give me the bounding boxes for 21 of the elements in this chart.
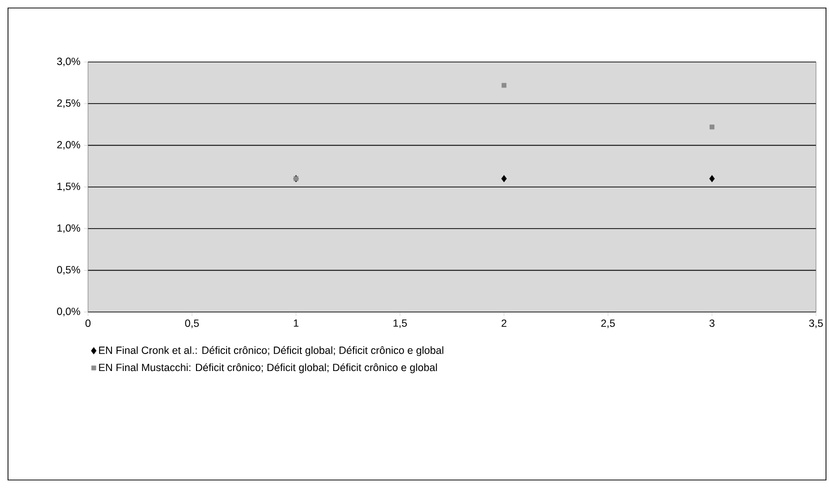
- y-tick-label: 0,5%: [57, 266, 80, 275]
- point: [709, 175, 715, 182]
- x-tick-label: 2,5: [601, 319, 615, 328]
- y-tick-label: 2,0%: [57, 141, 80, 150]
- x-tick-label: 1,5: [394, 320, 407, 328]
- y-tick-label: 1,0%: [57, 224, 80, 233]
- legend-label: EN Final Cronk et al.: Déficit crônico; Déficit global; Déficit crônico e global: [99, 346, 444, 356]
- y-tick-label: 2,5%: [57, 99, 80, 108]
- y-tick-label: 3,0%: [57, 58, 80, 66]
- legend-label: EN Final Mustacchi: Déficit crônico; Déficit global; Déficit crônico e global: [99, 363, 437, 374]
- y-tick-label: 1,5%: [57, 182, 80, 192]
- x-tick-label: 1: [294, 320, 298, 327]
- x-tick-label: 3,5: [809, 319, 823, 328]
- x-tick-label: 3: [709, 319, 714, 327]
- x-tick-label: 0: [86, 319, 91, 327]
- point: [501, 175, 507, 182]
- x-tick-label: 0,5: [185, 319, 199, 328]
- y-tick-label: 0,0%: [57, 308, 80, 316]
- point: [502, 82, 506, 88]
- x-tick-label: 2: [502, 319, 506, 327]
- point: [710, 124, 714, 130]
